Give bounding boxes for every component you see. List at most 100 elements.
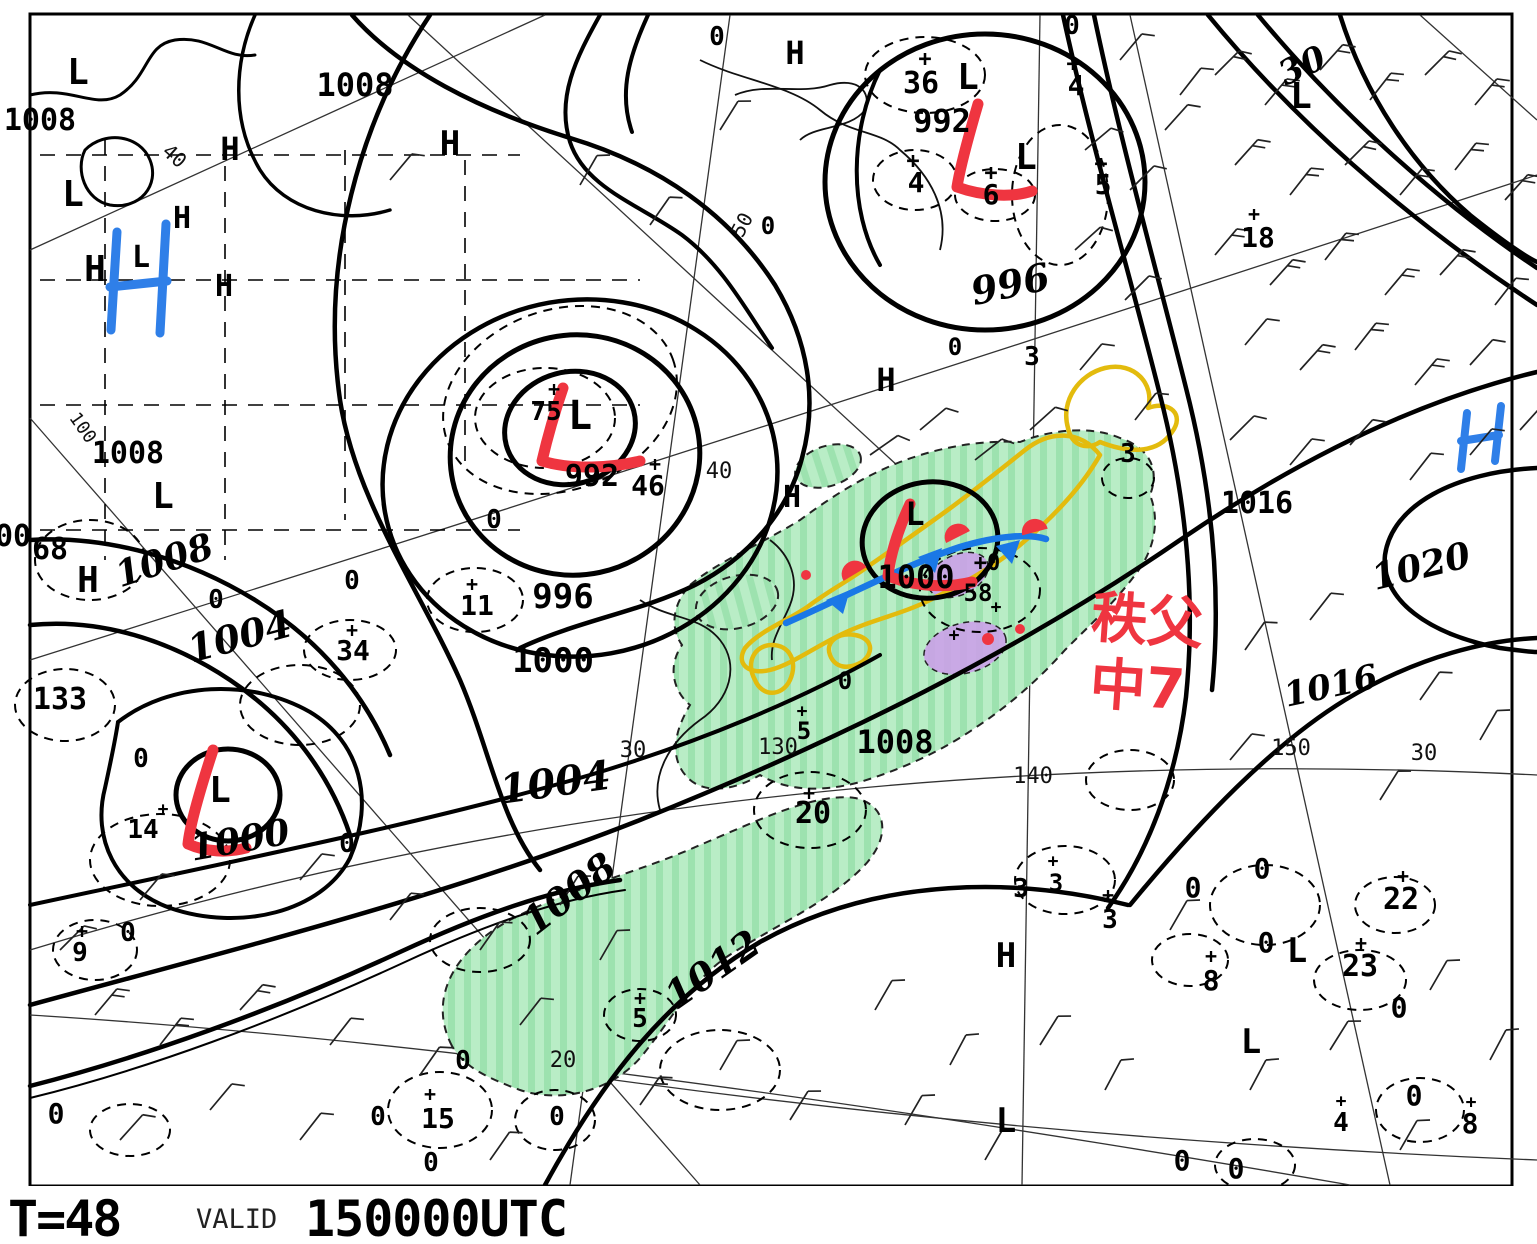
- map-label: 0: [1254, 852, 1271, 885]
- map-label: L: [1287, 931, 1307, 971]
- map-label: 40: [706, 459, 733, 484]
- wind-barb-icon: [919, 407, 959, 431]
- map-label: 46: [631, 469, 665, 502]
- wind-barb-icon: [1424, 50, 1462, 76]
- map-label: 133: [33, 682, 87, 717]
- wind-barb-layer: [59, 33, 1537, 1161]
- cold-front-symbols: [826, 540, 1020, 614]
- map-label: +0: [974, 551, 1001, 576]
- wind-barb-icon: [209, 1083, 245, 1111]
- map-label: 4: [1333, 1108, 1349, 1138]
- wind-barb-icon: [1214, 228, 1250, 256]
- map-label: +: [803, 781, 815, 805]
- map-label: 30: [1411, 741, 1438, 766]
- wind-barb-icon: [1344, 140, 1382, 166]
- map-label: 00: [0, 519, 31, 554]
- map-label: 1008: [856, 723, 933, 761]
- map-label: 3: [1024, 342, 1040, 372]
- map-label: +: [1248, 202, 1260, 226]
- wind-barb-icon: [904, 1094, 936, 1126]
- wind-barb-icon: [1164, 103, 1201, 131]
- map-label: 0: [948, 333, 962, 361]
- map-label: 3: [1049, 869, 1063, 897]
- map-label: H: [996, 936, 1016, 976]
- map-label: L: [62, 174, 84, 215]
- map-label: +: [1048, 851, 1059, 872]
- wind-barb-icon: [1399, 168, 1435, 196]
- map-label: +: [1205, 944, 1217, 968]
- map-label: +: [76, 919, 88, 943]
- map-label: 18: [1241, 221, 1275, 254]
- wind-barb-icon: [519, 997, 554, 1026]
- wind-barb-icon: [639, 1076, 673, 1106]
- map-label: +: [984, 161, 997, 186]
- wind-barb-icon: [1474, 78, 1510, 106]
- map-label: 0: [1174, 1144, 1191, 1177]
- warm-front-symbols: [841, 518, 1048, 581]
- wind-barb-icon: [1429, 959, 1461, 991]
- wind-barb-icon: [389, 153, 425, 181]
- dashed-grid-layer: [40, 140, 640, 560]
- map-label: 0: [1406, 1079, 1423, 1112]
- wind-barb-icon: [94, 988, 130, 1016]
- map-label: L: [67, 52, 89, 93]
- wind-barb-icon: [1329, 1020, 1362, 1051]
- wind-barb-icon: [719, 100, 752, 131]
- map-label: 15: [421, 1102, 455, 1135]
- map-label: L: [1015, 137, 1037, 178]
- wind-barb-icon: [789, 1090, 822, 1121]
- map-label: 23: [1342, 949, 1378, 984]
- wind-barb-icon: [1349, 418, 1386, 446]
- map-label: H: [215, 269, 233, 304]
- map-label: +: [906, 149, 919, 174]
- wind-barb-icon: [1469, 428, 1505, 456]
- wind-barb-icon: [1319, 43, 1356, 71]
- map-label: 58: [964, 579, 993, 607]
- map-label: 68: [32, 532, 68, 567]
- wind-barb-icon: [1244, 318, 1280, 346]
- map-label: H: [783, 480, 801, 515]
- wind-barb-icon: [1134, 392, 1169, 421]
- map-label: L: [132, 240, 150, 275]
- red-low-mark-1: [951, 98, 1038, 201]
- map-label: 8: [1203, 964, 1220, 997]
- map-label: 0: [1064, 11, 1080, 41]
- map-label: +: [649, 452, 661, 476]
- map-label: 36: [903, 66, 939, 101]
- map-label: 0: [761, 212, 775, 240]
- map-label: +: [1355, 931, 1367, 955]
- wind-barb-icon: [1324, 232, 1359, 261]
- map-label: 140: [1013, 764, 1053, 789]
- forecast-hour-label: T=48: [8, 1190, 122, 1244]
- wind-barb-icon: [1289, 438, 1325, 466]
- map-label: 0: [1185, 871, 1202, 904]
- map-label: +: [797, 701, 808, 722]
- map-label: 34: [336, 634, 370, 667]
- handwritten-red-annotation: 秩父: [1089, 585, 1205, 658]
- wind-barb-icon: [1169, 899, 1201, 931]
- map-label: L: [152, 476, 174, 517]
- wind-barb-icon: [974, 438, 1015, 461]
- map-label: 3: [1013, 874, 1029, 904]
- map-label: 0: [549, 1102, 565, 1132]
- map-label: 1008: [4, 103, 76, 138]
- map-label: L: [905, 495, 924, 533]
- wind-barb-icon: [389, 892, 424, 921]
- precip-area-korea: [694, 573, 780, 631]
- red-low-mark-2: [536, 382, 646, 473]
- map-label: 996: [532, 577, 593, 617]
- map-label: +: [158, 799, 169, 820]
- map-label: 0: [1228, 1152, 1245, 1185]
- map-label: 0: [370, 1102, 386, 1132]
- map-label: +: [1397, 864, 1409, 888]
- map-label: 0: [486, 505, 502, 535]
- map-label: 4: [1068, 69, 1085, 102]
- map-label: L: [1290, 76, 1312, 117]
- map-label: +: [918, 47, 931, 72]
- wind-barb-icon: [984, 1129, 1016, 1161]
- handwritten-red-annotation: 中7: [1088, 652, 1187, 723]
- map-label: 3: [1102, 905, 1118, 935]
